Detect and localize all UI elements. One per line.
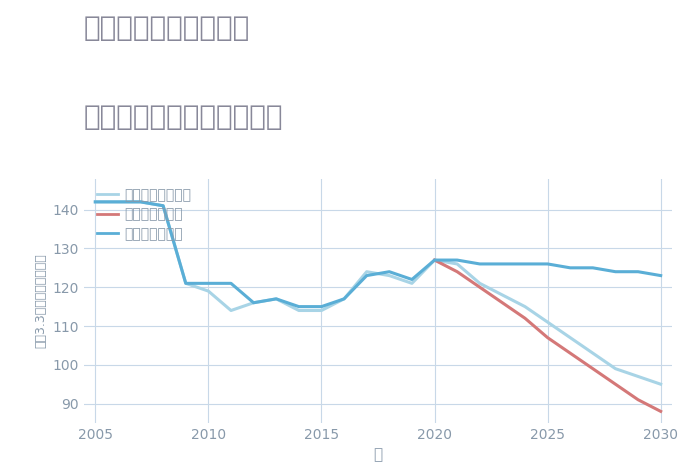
ノーマルシナリオ [363, 269, 371, 274]
ノーマルシナリオ [543, 319, 552, 325]
バッドシナリオ [589, 366, 597, 371]
Y-axis label: 坪（3.3㎡）単価（万円）: 坪（3.3㎡）単価（万円） [34, 253, 47, 348]
グッドシナリオ [295, 304, 303, 309]
グッドシナリオ [430, 257, 439, 263]
Line: ノーマルシナリオ: ノーマルシナリオ [95, 202, 661, 384]
バッドシナリオ [498, 300, 507, 306]
X-axis label: 年: 年 [373, 447, 383, 462]
グッドシナリオ [521, 261, 529, 267]
Text: 中古マンションの価格推移: 中古マンションの価格推移 [84, 103, 284, 132]
グッドシナリオ [657, 273, 665, 278]
ノーマルシナリオ [566, 335, 575, 340]
ノーマルシナリオ [589, 350, 597, 356]
ノーマルシナリオ [340, 296, 349, 302]
Line: グッドシナリオ: グッドシナリオ [95, 202, 661, 306]
グッドシナリオ [159, 203, 167, 209]
ノーマルシナリオ [407, 281, 416, 286]
グッドシナリオ [498, 261, 507, 267]
バッドシナリオ [611, 381, 620, 387]
ノーマルシナリオ [634, 374, 643, 379]
グッドシナリオ [543, 261, 552, 267]
バッドシナリオ [453, 269, 461, 274]
Legend: ノーマルシナリオ, バッドシナリオ, グッドシナリオ: ノーマルシナリオ, バッドシナリオ, グッドシナリオ [97, 188, 192, 241]
グッドシナリオ [566, 265, 575, 271]
グッドシナリオ [634, 269, 643, 274]
ノーマルシナリオ [249, 300, 258, 306]
グッドシナリオ [181, 281, 190, 286]
グッドシナリオ [407, 277, 416, 282]
グッドシナリオ [340, 296, 349, 302]
グッドシナリオ [227, 281, 235, 286]
ノーマルシナリオ [136, 199, 145, 205]
ノーマルシナリオ [317, 308, 326, 313]
グッドシナリオ [272, 296, 281, 302]
ノーマルシナリオ [227, 308, 235, 313]
Text: 奈良県橿原市鳥屋町の: 奈良県橿原市鳥屋町の [84, 14, 251, 42]
ノーマルシナリオ [272, 296, 281, 302]
グッドシナリオ [589, 265, 597, 271]
グッドシナリオ [249, 300, 258, 306]
バッドシナリオ [430, 257, 439, 263]
ノーマルシナリオ [295, 308, 303, 313]
グッドシナリオ [453, 257, 461, 263]
ノーマルシナリオ [91, 199, 99, 205]
ノーマルシナリオ [521, 304, 529, 309]
グッドシナリオ [317, 304, 326, 309]
バッドシナリオ [475, 284, 484, 290]
バッドシナリオ [657, 408, 665, 414]
グッドシナリオ [204, 281, 213, 286]
ノーマルシナリオ [611, 366, 620, 371]
グッドシナリオ [385, 269, 393, 274]
ノーマルシナリオ [453, 261, 461, 267]
バッドシナリオ [543, 335, 552, 340]
バッドシナリオ [521, 315, 529, 321]
Line: バッドシナリオ: バッドシナリオ [435, 260, 661, 411]
バッドシナリオ [634, 397, 643, 402]
ノーマルシナリオ [498, 292, 507, 298]
グッドシナリオ [363, 273, 371, 278]
ノーマルシナリオ [385, 273, 393, 278]
グッドシナリオ [136, 199, 145, 205]
バッドシナリオ [566, 350, 575, 356]
ノーマルシナリオ [181, 281, 190, 286]
グッドシナリオ [475, 261, 484, 267]
ノーマルシナリオ [657, 381, 665, 387]
グッドシナリオ [91, 199, 99, 205]
ノーマルシナリオ [204, 288, 213, 294]
ノーマルシナリオ [159, 203, 167, 209]
ノーマルシナリオ [430, 257, 439, 263]
グッドシナリオ [611, 269, 620, 274]
ノーマルシナリオ [475, 281, 484, 286]
